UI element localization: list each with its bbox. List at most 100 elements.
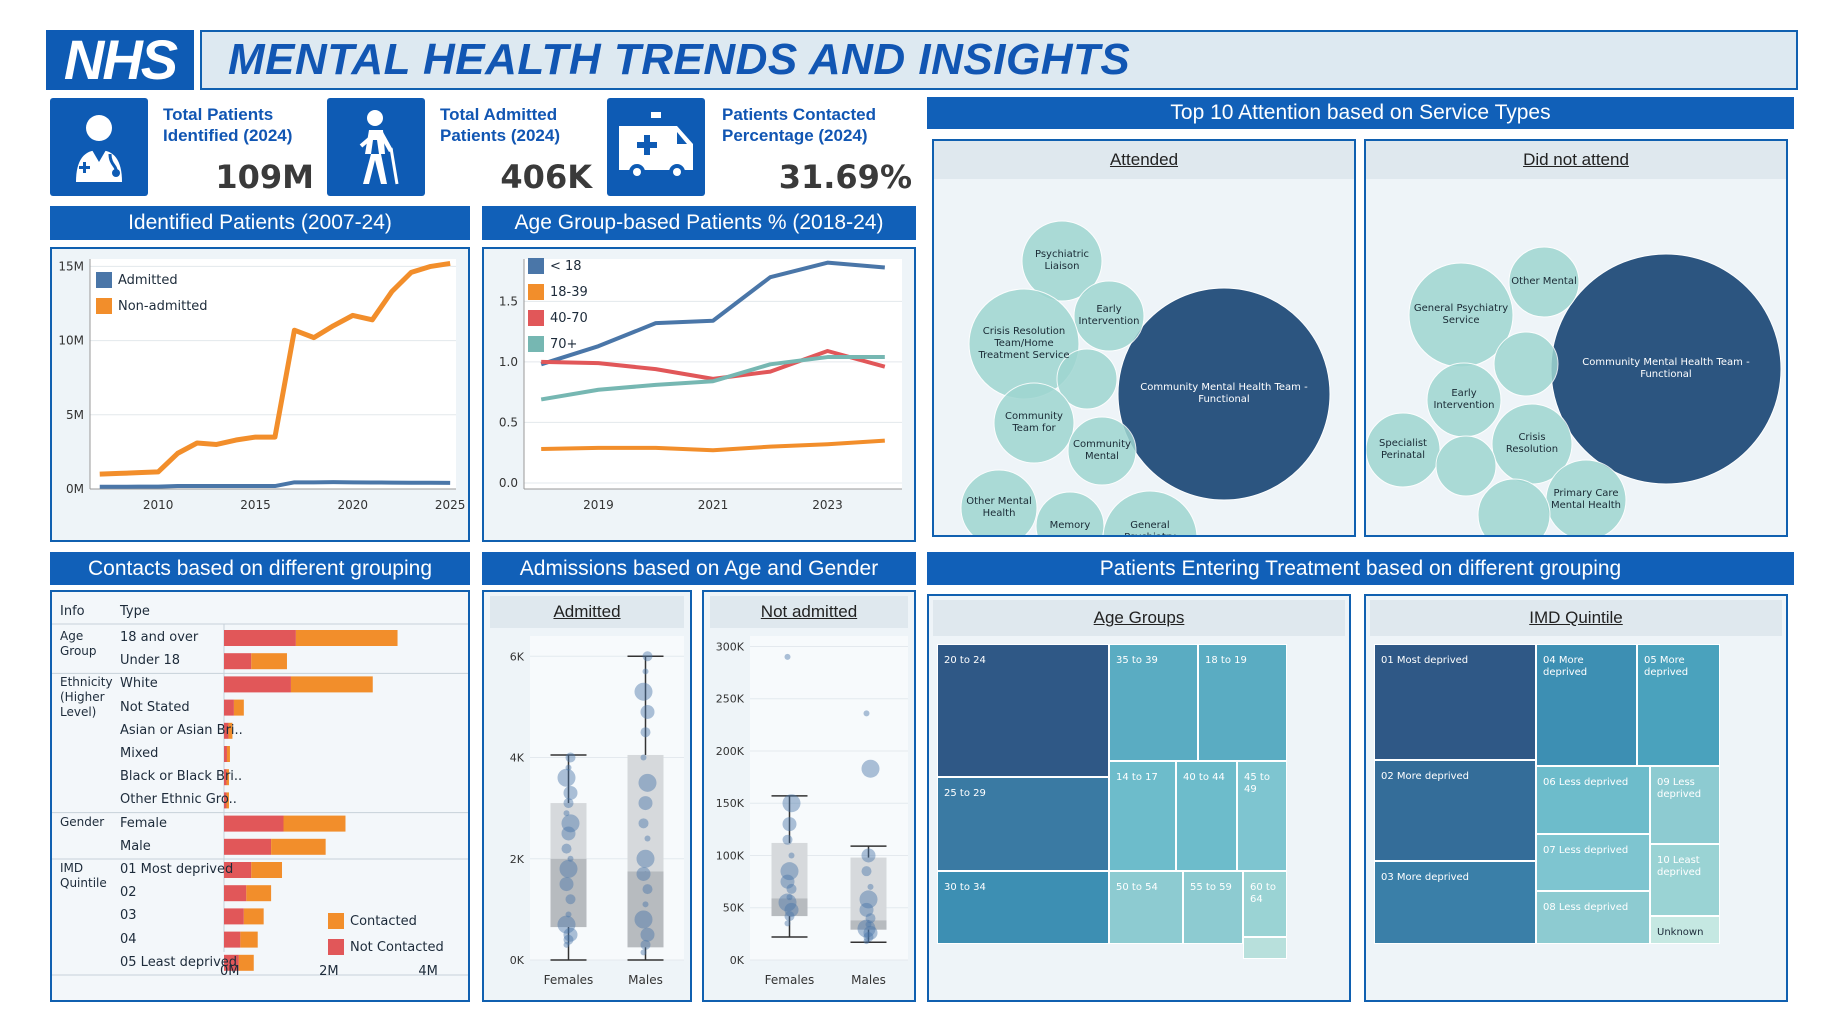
imd-cell: 04 More deprived (1536, 644, 1637, 766)
not-admitted-point (784, 902, 799, 917)
contacts-bar-contacted (295, 630, 398, 646)
age-groups-cell: 14 to 17 (1109, 761, 1176, 871)
contacts-row-type: Other Ethnic Gro.. (120, 792, 237, 808)
admitted-point (638, 773, 657, 792)
not-admitted-category-label: Males (851, 973, 886, 987)
agegroup-legend-lt18: < 18 (528, 258, 582, 274)
agegroup-y-tick: 0.5 (499, 415, 518, 429)
contacts-bar-contacted (226, 746, 230, 762)
admitted-point (642, 668, 649, 675)
admitted-box-upper (627, 754, 664, 872)
identified-plot-area (90, 259, 456, 489)
contacts-group-label: IMD Quintile (60, 861, 107, 890)
identified-x-tick: 2015 (240, 498, 271, 512)
not-attended-bubble (1435, 435, 1497, 497)
attended-bubble-label: Community Mental Health Team - Functiona… (1140, 382, 1308, 405)
not-admitted-category-label: Females (765, 973, 815, 987)
not-admitted-point (780, 862, 799, 881)
agegroup-legend-70plus: 70+ (528, 336, 577, 352)
contacts-group-label: Gender (60, 814, 105, 829)
imd-cell: 05 More deprived (1637, 644, 1720, 766)
attended-bubble-label: Early Intervention (1078, 304, 1140, 327)
admitted-y-tick: 0K (510, 954, 525, 967)
admitted-point (636, 849, 655, 868)
not-attended-bubble (1366, 412, 1441, 488)
age-groups-cell: 45 to 49 (1237, 761, 1287, 871)
admitted-point (557, 915, 576, 934)
kpi-contacted-value: 31.69% (778, 158, 912, 196)
age-groups-cell: 25 to 29 (937, 777, 1109, 871)
identified-legend-nonadmitted: Non-admitted (96, 298, 208, 314)
agegroup-y-tick: 0.0 (499, 476, 518, 490)
admitted-point (565, 911, 572, 918)
admissions-title: Admissions based on Age and Gender (482, 552, 916, 585)
agegroup-panel: 0.0 0.5 1.0 1.5 2019 2021 2023 (482, 247, 916, 542)
age-groups-cell: 50 to 54 (1109, 871, 1183, 944)
attended-bubble (1102, 490, 1198, 535)
admitted-point (640, 939, 651, 950)
not-admitted-box-lower (850, 920, 887, 930)
not-admitted-point (861, 848, 876, 863)
attended-bubble-label: Psychiatric Liaison (1034, 249, 1090, 272)
not-attended-bubble-label: Crisis Resolution (1505, 432, 1559, 455)
not-admitted-point (863, 932, 874, 943)
contacts-legend-not-contacted: Not Contacted (328, 939, 444, 955)
contacts-bar-not-contacted (224, 931, 241, 948)
agegroup-y-tick: 1.5 (499, 294, 518, 308)
age-groups-head: Age Groups (933, 600, 1345, 636)
contacts-row-type: Asian or Asian Bri.. (120, 722, 243, 738)
admitted-point (559, 859, 578, 878)
contacts-row-type: Not Stated (120, 699, 190, 715)
attended-bubble-label: Memory (1049, 520, 1091, 531)
age-groups-cell: 18 to 19 (1198, 644, 1287, 761)
not-admitted-point (857, 919, 876, 938)
agegroup-chart: 0.0 0.5 1.0 1.5 2019 2021 2023 (499, 259, 902, 512)
identified-series-line (99, 480, 451, 489)
attended-bubble (1035, 491, 1105, 535)
contacts-bar-contacted (226, 769, 229, 786)
admitted-point (565, 764, 572, 771)
identified-chart: 0M 5M 10M 15M 2010 2015 2020 2025 (58, 259, 465, 512)
identified-x-tick: 2020 (338, 498, 369, 512)
contacts-bar-contacted (246, 885, 272, 902)
admitted-point (557, 768, 576, 787)
not-attended-bubble-label: Specialist Perinatal (1379, 438, 1427, 461)
admitted-point (563, 810, 570, 817)
not-admitted-point (863, 925, 878, 940)
not-attended-bubble-label: General Psychiatry Service (1413, 303, 1509, 326)
not-admitted-point (780, 874, 795, 889)
not-admitted-point (784, 911, 795, 922)
attended-bubble-chart: Community Mental Health Team - Functiona… (934, 179, 1354, 535)
not-admitted-point (786, 883, 797, 894)
contacts-row-type: 01 Most deprived (120, 862, 234, 877)
agegroup-x-tick: 2019 (583, 498, 614, 512)
admitted-point (640, 704, 655, 719)
agegroup-legend-40-70: 40-70 (528, 310, 588, 326)
contacts-group-label: Ethnicity (Higher Level) (60, 675, 113, 720)
admitted-point (640, 727, 651, 738)
contacts-bar-not-contacted (224, 676, 291, 693)
contacts-bar-not-contacted (224, 653, 252, 670)
admitted-point (642, 651, 653, 662)
admitted-box-upper (550, 803, 587, 859)
kpi-admitted-value: 406K (500, 158, 592, 196)
admitted-point (640, 927, 655, 942)
contacts-bar-not-contacted (224, 630, 296, 646)
identified-y-tick: 0M (66, 482, 84, 496)
agegroup-series-line (540, 260, 885, 367)
admitted-point (642, 901, 649, 908)
admitted-point (561, 826, 576, 841)
not-admitted-y-tick: 250K (716, 693, 745, 706)
contacts-bar-contacted (228, 722, 233, 739)
contacts-bar-contacted (283, 815, 346, 832)
contacts-col-info: Info (60, 604, 85, 619)
admitted-point (563, 798, 574, 809)
admitted-point (642, 884, 653, 895)
not-admitted-point (788, 852, 795, 859)
not-attended-bubble-label: Primary Care Mental Health (1551, 488, 1621, 511)
attended-panel: Attended Community Mental Health Team - … (932, 139, 1356, 537)
attended-bubbles-svg (960, 220, 1331, 535)
attended-bubble (1067, 416, 1137, 486)
contacts-chart: Info Type Age Group 18 and over Under 18 Ethn… (52, 592, 468, 1000)
not-admitted-point (782, 834, 793, 845)
